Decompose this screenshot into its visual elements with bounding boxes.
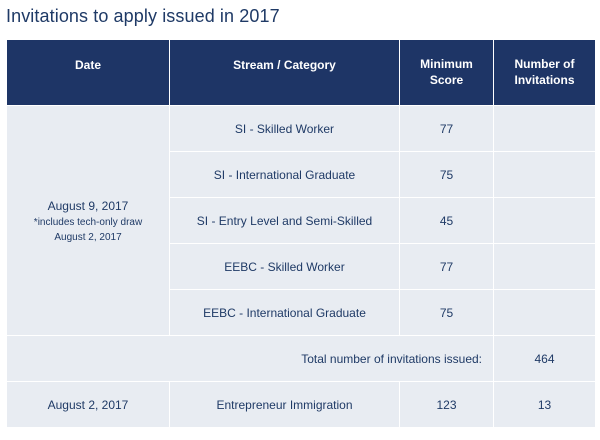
row5-invitations: [493, 289, 596, 336]
header-stream: Stream / Category: [169, 39, 400, 106]
group1-date: August 9, 2017: [47, 198, 129, 213]
group2-score: 123: [399, 381, 494, 428]
header-stream-label: Stream / Category: [233, 58, 336, 72]
row1-score: 77: [399, 105, 494, 152]
header-date: Date: [6, 39, 170, 106]
header-min-score-line1: Minimum: [420, 57, 473, 71]
header-invitations: Number of Invitations: [493, 39, 596, 106]
row4-score: 77: [399, 243, 494, 290]
table-header-row: Date Stream / Category Minimum Score Num…: [6, 39, 596, 106]
header-min-score: Minimum Score: [399, 39, 494, 106]
page-title: Invitations to apply issued in 2017: [6, 6, 280, 26]
table-row: August 9, 2017 *includes tech-only draw …: [6, 105, 596, 336]
total-label: Total number of invitations issued:: [6, 335, 494, 382]
group1-note-line1: *includes tech-only draw: [33, 216, 143, 228]
invitations-table: Date Stream / Category Minimum Score Num…: [6, 39, 596, 428]
group1-date-cell: August 9, 2017 *includes tech-only draw …: [6, 105, 170, 336]
header-min-score-line2: Score: [429, 73, 464, 87]
row2-score: 75: [399, 151, 494, 198]
table-row: EEBC - Skilled Worker 77: [7, 243, 596, 290]
table-row: SI - International Graduate 75: [7, 151, 596, 198]
row2-invitations: [493, 151, 596, 198]
table-row: August 2, 2017 Entrepreneur Immigration …: [6, 381, 596, 428]
group2-invitations: 13: [493, 381, 596, 428]
row3-stream: SI - Entry Level and Semi-Skilled: [169, 197, 400, 244]
row3-score: 45: [399, 197, 494, 244]
header-invitations-line1: Number of: [514, 57, 575, 71]
row5-stream: EEBC - International Graduate: [169, 289, 400, 336]
group1-note-line2: August 2, 2017: [54, 231, 122, 243]
header-invitations-line2: Invitations: [514, 73, 575, 87]
table-row: SI - Entry Level and Semi-Skilled 45: [7, 197, 596, 244]
row1-invitations: [493, 105, 596, 152]
row1-stream: SI - Skilled Worker: [169, 105, 400, 152]
table-row: EEBC - International Graduate 75: [7, 289, 596, 336]
group2-date: August 2, 2017: [6, 381, 170, 428]
row3-invitations: [493, 197, 596, 244]
row5-score: 75: [399, 289, 494, 336]
row4-invitations: [493, 243, 596, 290]
row4-stream: EEBC - Skilled Worker: [169, 243, 400, 290]
header-date-label: Date: [74, 58, 101, 72]
total-value: 464: [493, 335, 596, 382]
row2-stream: SI - International Graduate: [169, 151, 400, 198]
total-row: Total number of invitations issued: 464: [6, 335, 596, 382]
group2-stream: Entrepreneur Immigration: [169, 381, 400, 428]
